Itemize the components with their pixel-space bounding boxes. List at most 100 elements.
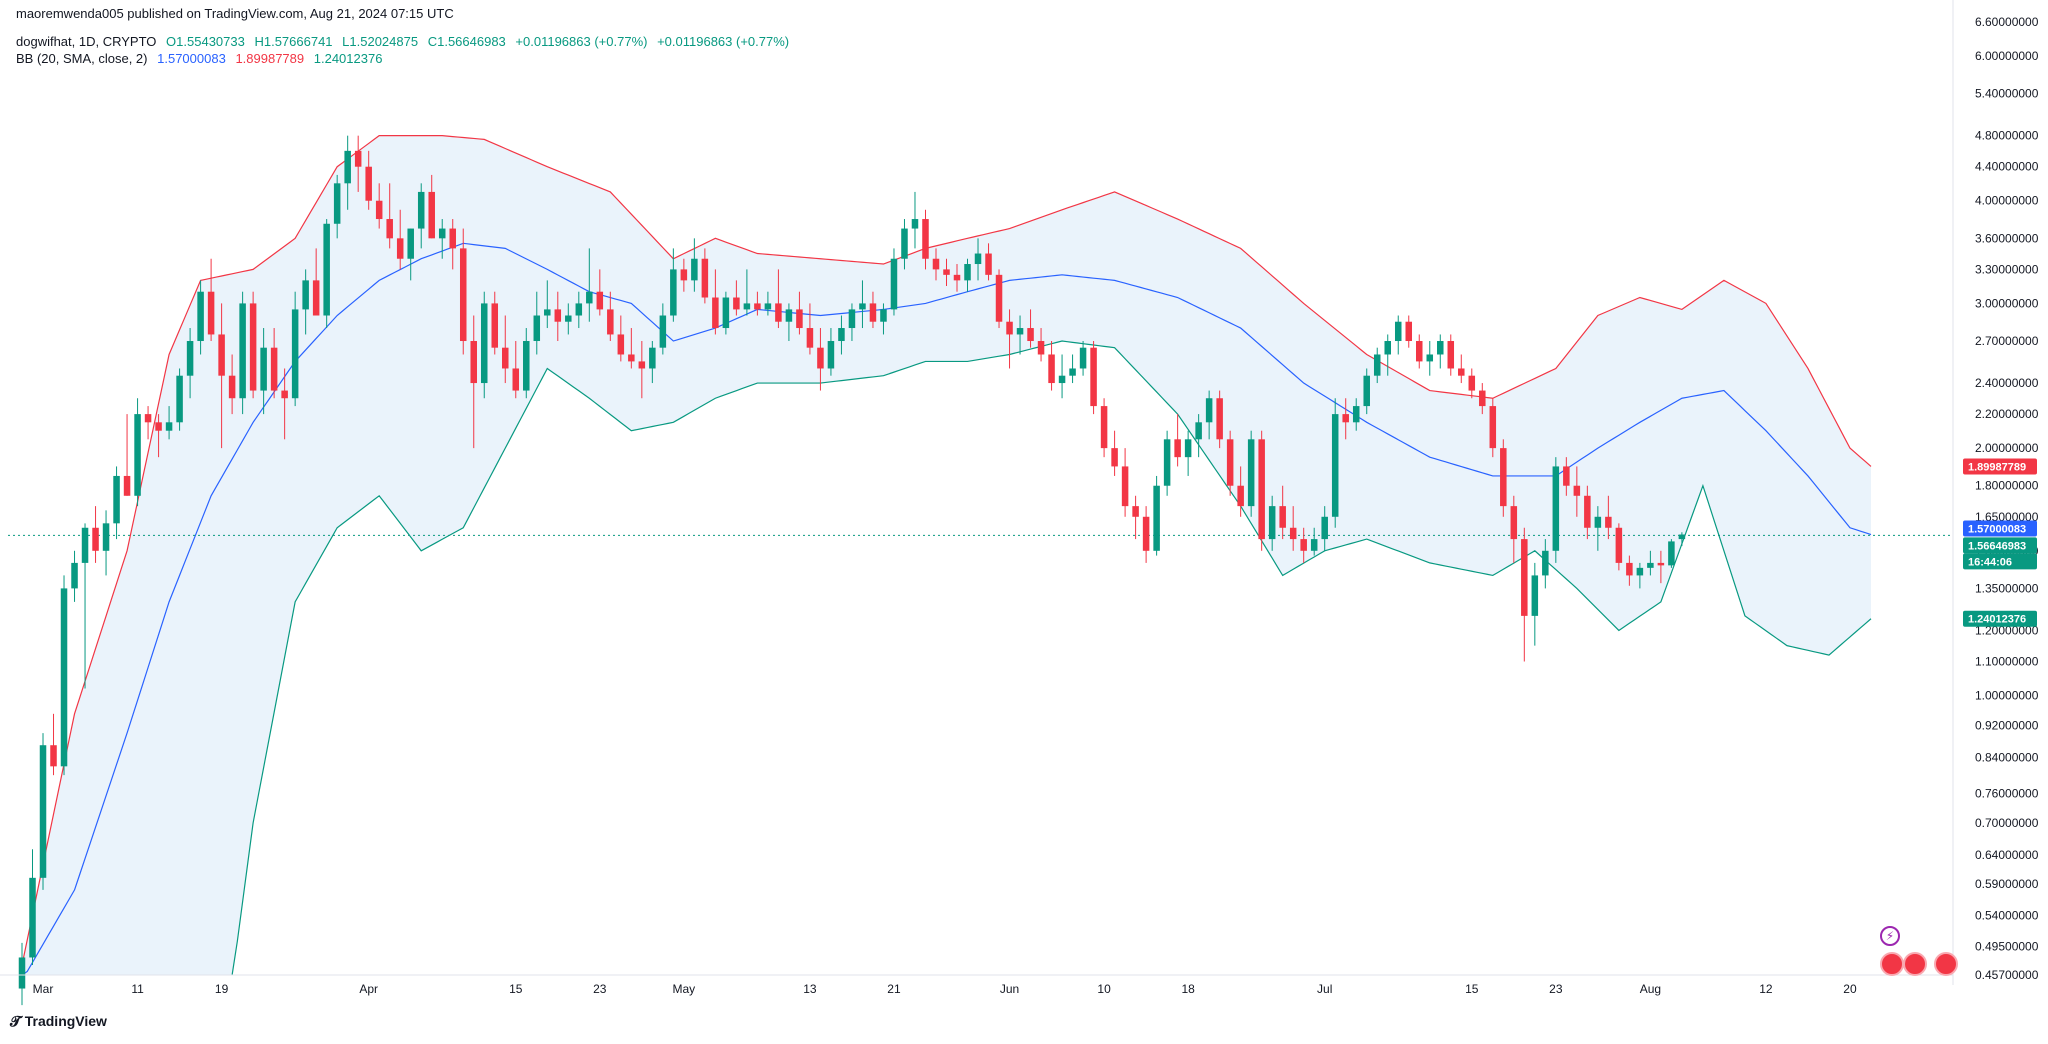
candle-body [1479,390,1486,407]
candle [1500,439,1507,517]
candle-body [1605,516,1612,528]
y-tick-label: 6.60000000 [1975,15,2039,29]
candle [344,135,351,210]
candle [817,328,824,391]
candle [260,328,267,415]
candle [1678,532,1686,547]
candle [1405,315,1413,348]
candle-body [1510,506,1518,540]
candle-body [333,183,341,224]
candle-body [953,274,961,281]
upper-price-label: 1.89987789 [1963,458,2037,475]
candle [1237,466,1244,517]
candle [1563,457,1570,496]
candle [1394,315,1402,355]
candle-body [386,219,393,239]
candle [544,280,551,329]
candle [1163,430,1171,496]
candle-body [1373,354,1381,376]
candle-body [869,303,877,322]
candle [838,315,845,355]
x-tick-label: 11 [131,982,144,996]
bb-legend[interactable]: BB (20, SMA, close, 2) 1.57000083 1.8998… [16,51,388,66]
basis-price-label-text: 1.57000083 [1968,524,2026,536]
candle [480,291,488,399]
candle [1226,430,1234,496]
candle [1153,475,1160,556]
candle [1531,562,1539,646]
candle [775,269,782,329]
candle-body [1006,321,1013,335]
lower-price-label-bg [1963,610,2037,627]
candle-body [1342,414,1349,423]
us-event-icon-2[interactable] [1903,952,1927,976]
candle-body [974,253,982,265]
candle [586,248,593,322]
tradingview-logo[interactable]: 𝓣 TradingView [10,1013,107,1030]
candle-body [649,347,656,369]
candle-body [764,303,772,310]
candle-body [554,309,562,322]
candle-body [1489,406,1497,449]
candle-body [638,361,646,369]
candle [428,174,435,239]
candle [333,174,341,239]
y-tick-label: 3.60000000 [1975,231,2039,245]
candle-body [291,309,299,399]
candle [1048,341,1055,391]
candle-body [1048,354,1055,384]
candle-body [901,228,908,259]
candle [1552,457,1560,563]
candle [1426,341,1434,376]
us-event-icon-3[interactable] [1934,952,1958,976]
candle [1184,430,1192,476]
candle [228,354,236,415]
candle-body [1657,562,1665,566]
candle-body [375,200,383,220]
candle-body [1226,439,1234,486]
price-labels: 1.89987789 1.57000083 1.56646983 16:44:06 1.… [1963,458,2037,627]
x-tick-label: Mar [33,982,54,996]
candle [1352,398,1360,431]
candle-body [344,150,351,184]
candle-body [1615,527,1623,563]
candle-body [1563,466,1570,486]
candle [1216,390,1223,449]
candle-body [50,745,57,767]
candle-body [1069,368,1076,376]
y-tick-label: 0.45700000 [1975,968,2039,982]
candle [1479,383,1486,415]
x-tick-label: 21 [887,982,901,996]
candle-body [1132,506,1139,517]
candle-body [659,315,667,348]
us-event-icon-1[interactable] [1880,952,1904,976]
lightning-event-icon[interactable]: ⚡ [1880,926,1900,946]
candle [39,733,47,890]
candle-body [1552,466,1560,551]
candle [1668,539,1675,568]
candle [617,315,625,362]
bb-basis-line [21,242,1872,976]
y-tick-label: 0.84000000 [1975,751,2039,765]
candle-body [512,368,520,391]
candle [1384,334,1391,376]
candle [901,219,908,270]
candle [1657,550,1665,584]
candle-body [407,228,414,259]
candle-body [1426,354,1434,362]
candle [354,135,362,192]
x-tick-label: 20 [1843,982,1857,996]
candle-body [1647,562,1654,568]
candle-body [911,219,919,229]
candle [1521,527,1528,662]
candle-body [985,253,992,275]
candle-body [102,523,110,551]
y-tick-label: 0.59000000 [1975,877,2039,891]
y-tick-label: 0.92000000 [1975,718,2039,732]
candle [1342,398,1349,440]
x-tick-label: May [673,982,696,996]
candle-body [218,334,225,376]
candle-body [60,588,68,767]
